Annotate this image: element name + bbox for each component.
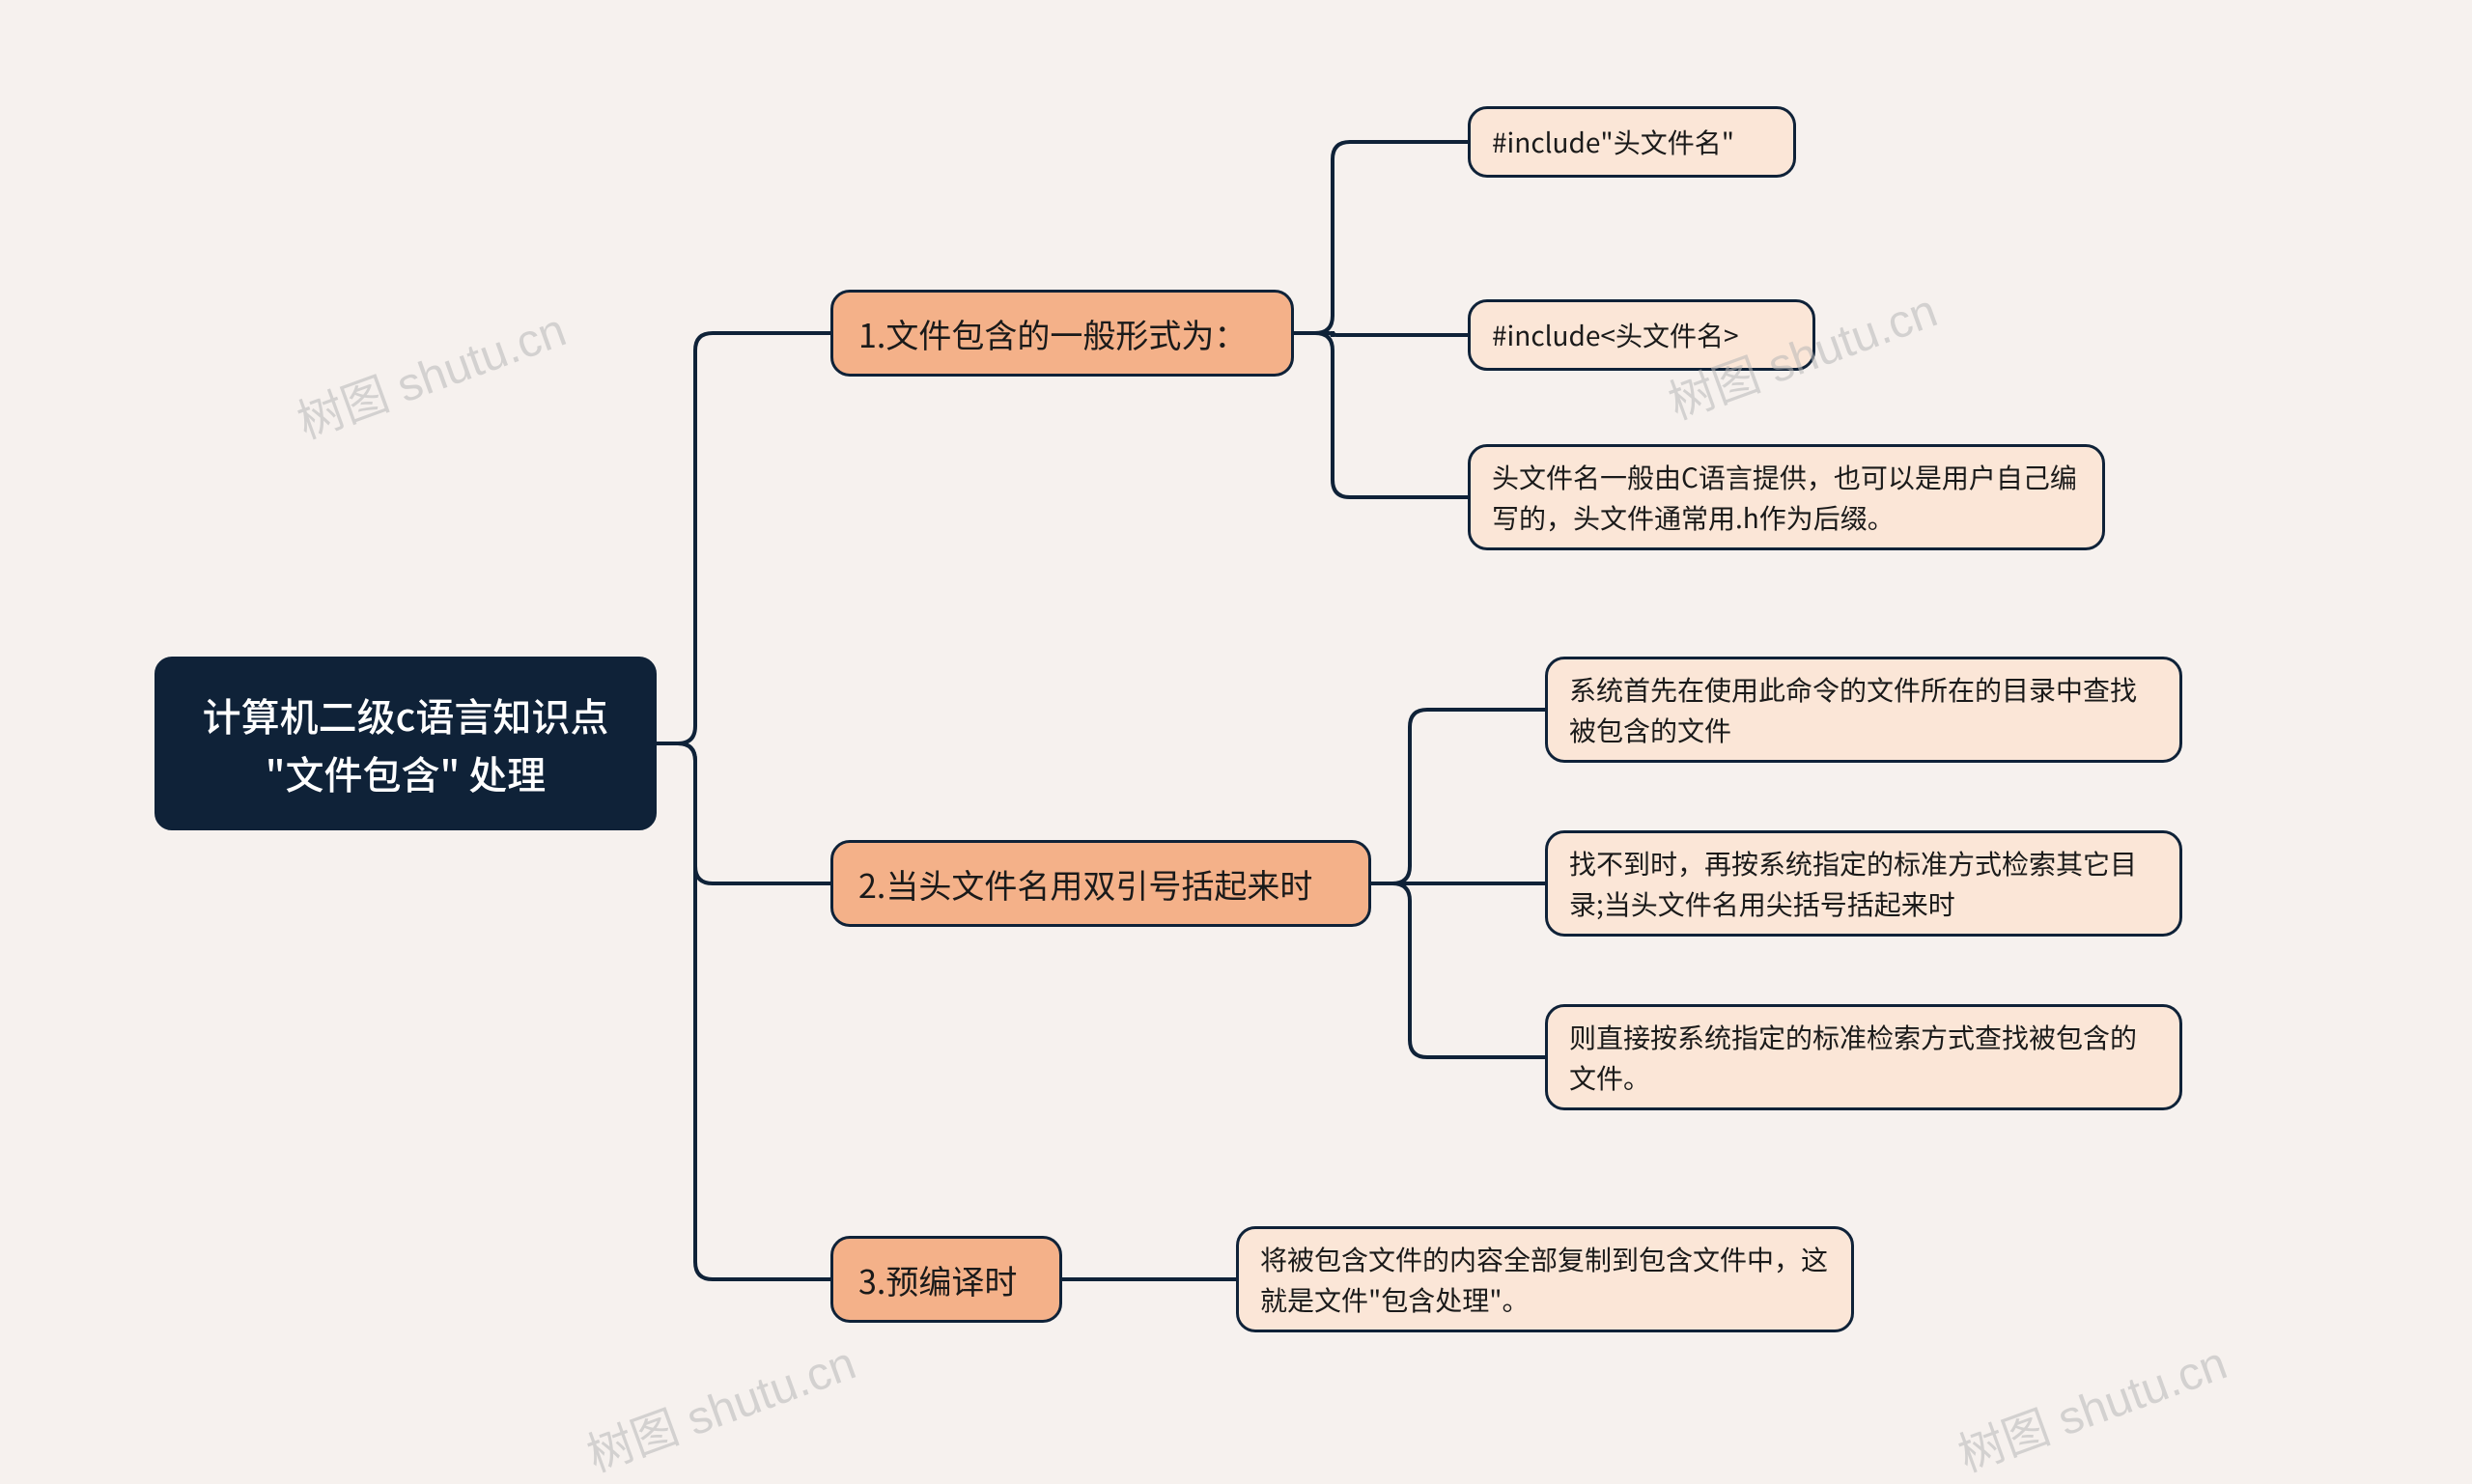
watermark: 树图 shutu.cn xyxy=(1948,1325,2234,1484)
node-n2b: 找不到时，再按系统指定的标准方式检索其它目录;当头文件名用尖括号括起来时 xyxy=(1545,830,2182,937)
node-n2a-label: 系统首先在使用此命令的文件所在的目录中查找被包含的文件 xyxy=(1569,669,2158,750)
node-n2: 2.当头文件名用双引号括起来时 xyxy=(830,840,1371,927)
edge-root-n2 xyxy=(657,743,830,883)
node-n3-label: 3.预编译时 xyxy=(858,1255,1034,1304)
edge-root-n1 xyxy=(657,333,830,743)
node-n3: 3.预编译时 xyxy=(830,1236,1062,1323)
edge-n1-n1b xyxy=(1294,331,1468,337)
edge-root-n3 xyxy=(657,743,830,1279)
node-n2c: 则直接按系统指定的标准检索方式查找被包含的文件。 xyxy=(1545,1004,2182,1110)
node-n3a: 将被包含文件的内容全部复制到包含文件中，这就是文件"包含处理"。 xyxy=(1236,1226,1854,1332)
edge-n2-n2a xyxy=(1371,710,1545,883)
watermark: 树图 shutu.cn xyxy=(576,1325,863,1484)
edge-n1-n1c xyxy=(1294,333,1468,497)
edge-n1-n1a xyxy=(1294,142,1468,333)
node-root: 计算机二级c语言知识点 "文件包含" 处理 xyxy=(154,657,657,830)
node-n2c-label: 则直接按系统指定的标准检索方式查找被包含的文件。 xyxy=(1569,1017,2158,1098)
node-n3a-label: 将被包含文件的内容全部复制到包含文件中，这就是文件"包含处理"。 xyxy=(1260,1239,1830,1320)
watermark: 树图 shutu.cn xyxy=(287,292,574,451)
node-n1a-label: #include"头文件名" xyxy=(1492,122,1772,162)
node-root-label: 计算机二级c语言知识点 "文件包含" 处理 xyxy=(183,686,628,801)
node-n1-label: 1.文件包含的一般形式为： xyxy=(858,309,1266,358)
edge-n2-n2c xyxy=(1371,883,1545,1057)
node-n1: 1.文件包含的一般形式为： xyxy=(830,290,1294,377)
node-n1c-label: 头文件名一般由C语言提供，也可以是用户自己编写的，头文件通常用.h作为后缀。 xyxy=(1492,457,2081,538)
node-n1b: #include<头文件名> xyxy=(1468,299,1815,371)
node-n1a: #include"头文件名" xyxy=(1468,106,1796,178)
node-n2-label: 2.当头文件名用双引号括起来时 xyxy=(858,859,1343,909)
node-n1c: 头文件名一般由C语言提供，也可以是用户自己编写的，头文件通常用.h作为后缀。 xyxy=(1468,444,2105,550)
node-n2a: 系统首先在使用此命令的文件所在的目录中查找被包含的文件 xyxy=(1545,657,2182,763)
node-n2b-label: 找不到时，再按系统指定的标准方式检索其它目录;当头文件名用尖括号括起来时 xyxy=(1569,843,2158,924)
node-n1b-label: #include<头文件名> xyxy=(1492,315,1791,355)
mindmap-canvas: 计算机二级c语言知识点 "文件包含" 处理 1.文件包含的一般形式为： 2.当头文件… xyxy=(0,0,2472,1484)
